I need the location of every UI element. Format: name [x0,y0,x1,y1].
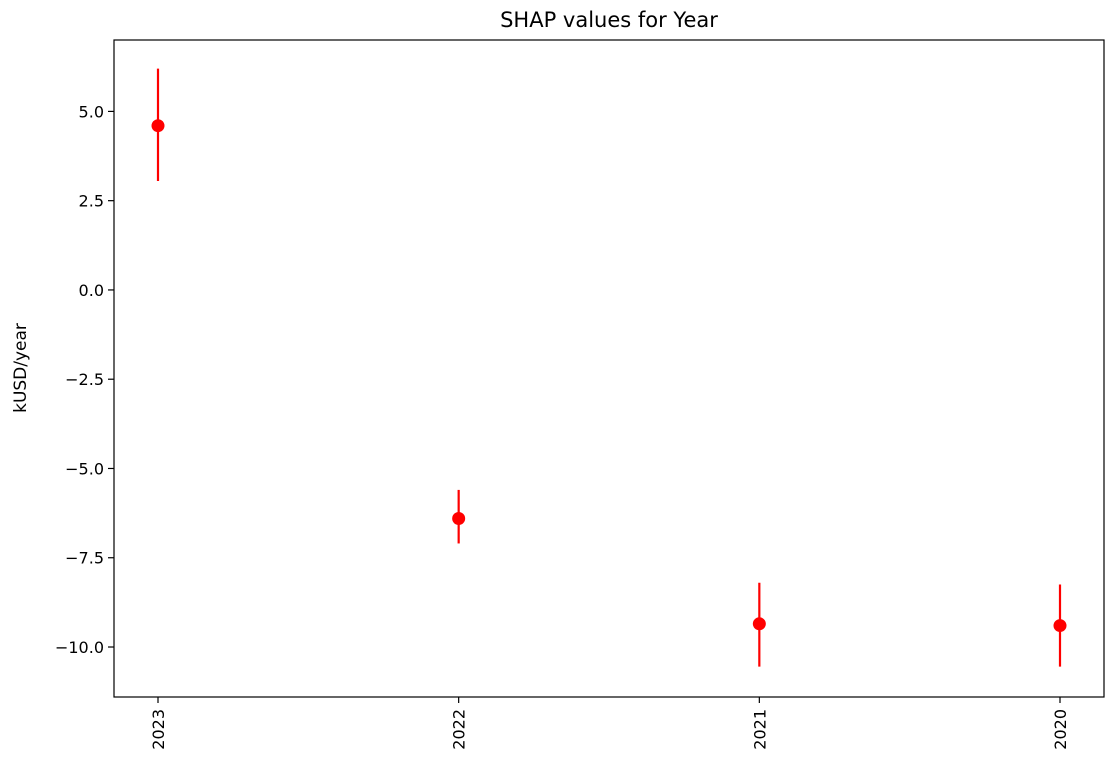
y-tick-label: −7.5 [65,549,104,568]
chart-title: SHAP values for Year [500,8,718,32]
data-point [752,617,766,631]
data-point [452,511,466,525]
y-tick-label: −2.5 [65,370,104,389]
y-tick-label: 5.0 [79,102,104,121]
x-axis: 2023 2022 2021 2020 [149,697,1070,750]
y-axis-label: kUSD/year [11,323,31,413]
data-point [1053,619,1067,633]
y-tick-label: −5.0 [65,459,104,478]
x-tick-label: 2023 [149,709,168,750]
y-tick-label: −10.0 [55,638,104,657]
y-axis: 5.0 2.5 0.0 −2.5 −5.0 −7.5 −10.0 [55,102,114,657]
x-tick-label: 2020 [1051,709,1070,750]
data-point [151,119,165,133]
x-tick-label: 2022 [450,709,469,750]
data-layer [151,68,1067,667]
x-tick-label: 2021 [750,709,769,750]
y-tick-label: 0.0 [79,281,104,300]
plot-frame [113,39,1105,698]
y-tick-label: 2.5 [79,192,104,211]
